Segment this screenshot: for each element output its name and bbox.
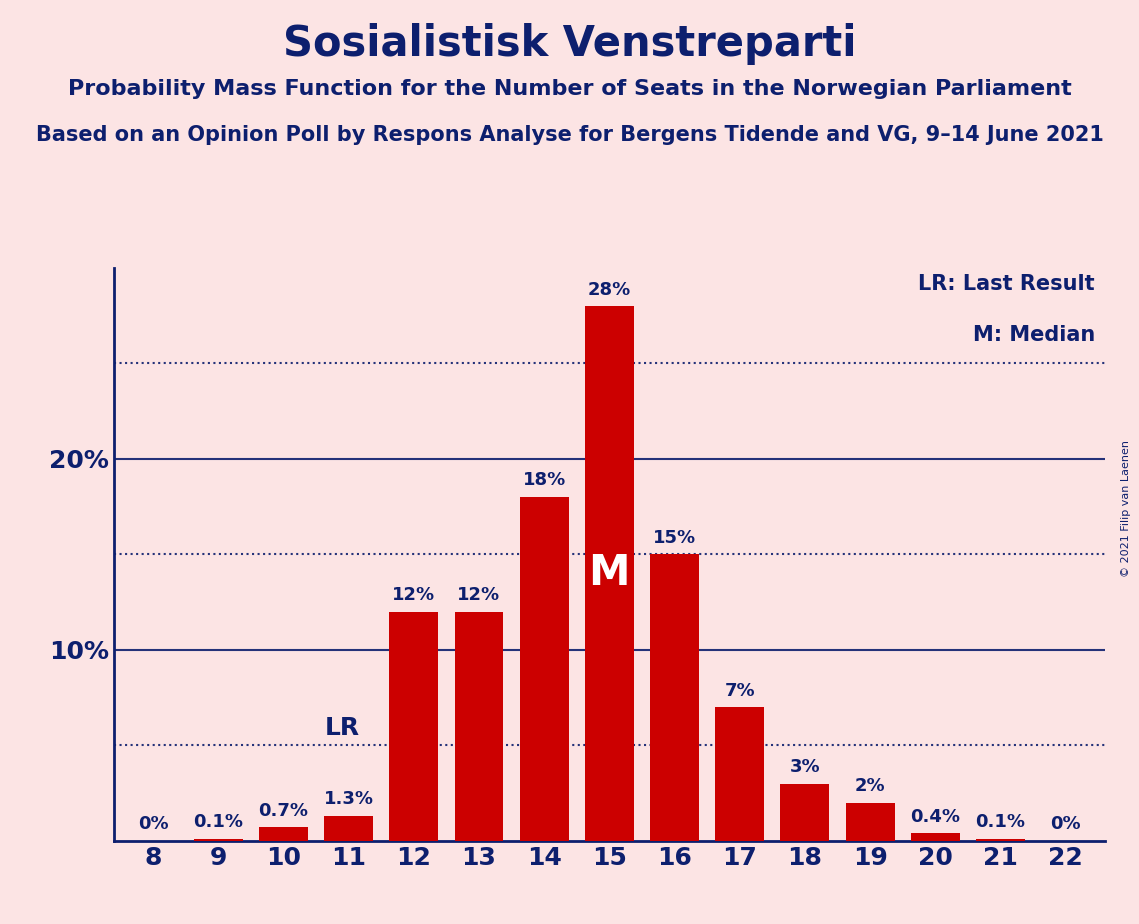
Bar — [390, 612, 439, 841]
Text: 28%: 28% — [588, 281, 631, 298]
Text: LR: LR — [325, 715, 360, 739]
Text: 0%: 0% — [138, 815, 169, 833]
Bar — [259, 828, 308, 841]
Bar — [911, 833, 960, 841]
Text: M: M — [589, 553, 630, 594]
Text: 0.4%: 0.4% — [910, 808, 960, 825]
Text: M: Median: M: Median — [973, 325, 1095, 346]
Text: 18%: 18% — [523, 471, 566, 490]
Text: 0%: 0% — [1050, 815, 1081, 833]
Text: 3%: 3% — [789, 758, 820, 776]
Bar — [780, 784, 829, 841]
Text: 12%: 12% — [392, 586, 435, 604]
Text: 0.7%: 0.7% — [259, 802, 309, 820]
Bar — [715, 707, 764, 841]
Text: Based on an Opinion Poll by Respons Analyse for Bergens Tidende and VG, 9–14 Jun: Based on an Opinion Poll by Respons Anal… — [35, 125, 1104, 145]
Text: LR: Last Result: LR: Last Result — [918, 274, 1095, 294]
Text: 1.3%: 1.3% — [323, 790, 374, 808]
Bar — [650, 554, 699, 841]
Bar — [976, 839, 1025, 841]
Bar — [325, 816, 374, 841]
Text: 2%: 2% — [855, 777, 885, 795]
Text: 7%: 7% — [724, 682, 755, 699]
Bar — [585, 306, 633, 841]
Text: Probability Mass Function for the Number of Seats in the Norwegian Parliament: Probability Mass Function for the Number… — [67, 79, 1072, 99]
Text: Sosialistisk Venstreparti: Sosialistisk Venstreparti — [282, 23, 857, 65]
Text: 0.1%: 0.1% — [975, 813, 1025, 832]
Text: 15%: 15% — [653, 529, 696, 547]
Bar — [454, 612, 503, 841]
Bar — [845, 803, 894, 841]
Bar — [519, 497, 568, 841]
Text: 0.1%: 0.1% — [194, 813, 244, 832]
Bar — [194, 839, 243, 841]
Text: © 2021 Filip van Laenen: © 2021 Filip van Laenen — [1121, 440, 1131, 577]
Text: 12%: 12% — [458, 586, 500, 604]
